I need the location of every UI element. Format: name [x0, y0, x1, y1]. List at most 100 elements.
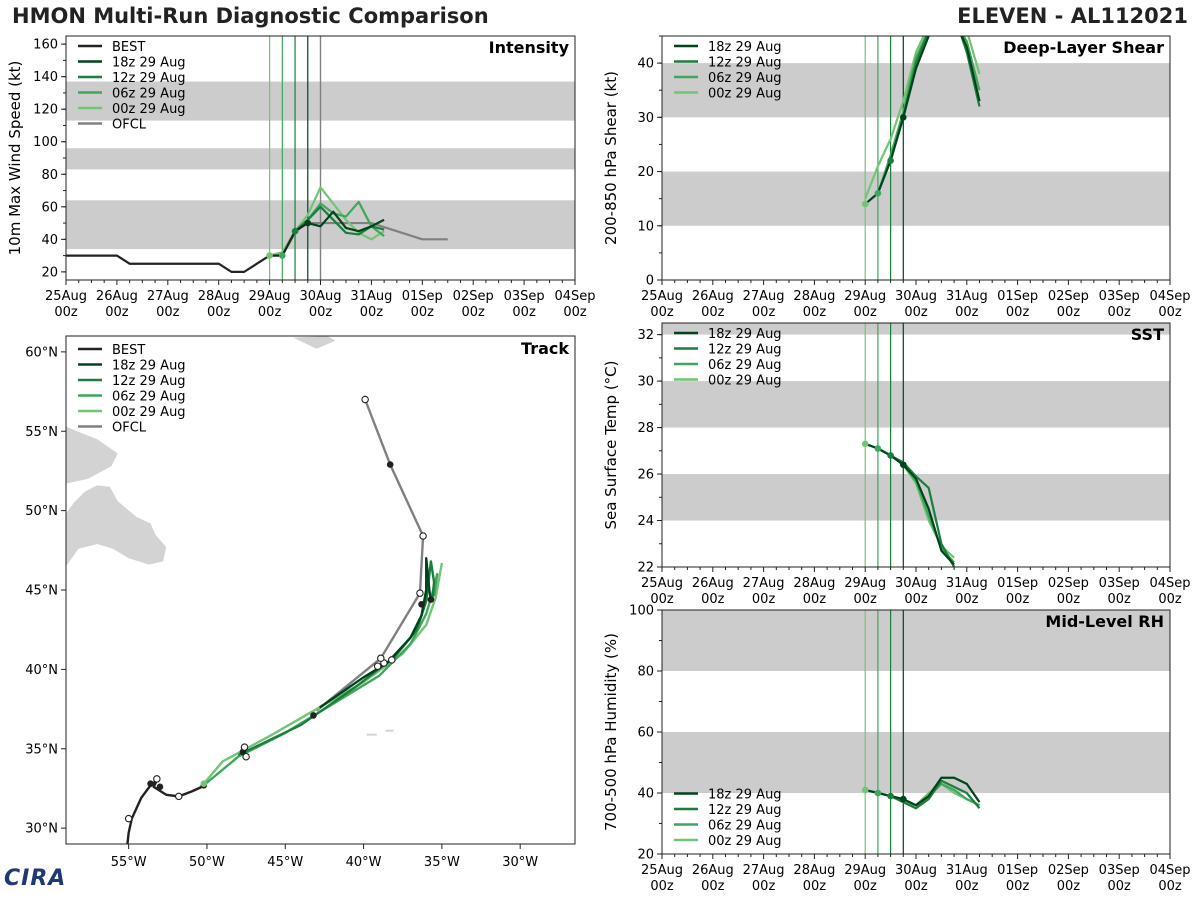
shear-xtick-label: 27Aug [743, 289, 785, 304]
shear-marker-3 [900, 114, 907, 121]
shear-xtick-label: 31Aug [946, 289, 988, 304]
sst-legend-label-06z-29-aug: 06z 29 Aug [708, 358, 782, 373]
shear-xtick-label: 04Sep [1149, 289, 1190, 304]
intensity-xtick-sublabel: 00z [411, 305, 435, 320]
shear-ytick-label: 40 [637, 57, 654, 72]
track-plot-area [66, 336, 444, 844]
sst-xtick-sublabel: 00z [1108, 592, 1132, 607]
panel-intensity: 2040608010012014016025Aug00z26Aug00z27Au… [6, 35, 596, 320]
shear-legend-label-18z-29-aug: 18z 29 Aug [708, 40, 782, 55]
rh-marker-1 [874, 789, 882, 797]
storm-name: ELEVEN - AL112021 [957, 4, 1188, 28]
shear-xtick-label: 30Aug [895, 289, 937, 304]
intensity-xtick-label: 02Sep [453, 289, 494, 304]
sst-marker-1 [874, 445, 882, 452]
track-legend-label-06z-29-aug: 06z 29 Aug [112, 390, 186, 405]
sst-band-2 [662, 323, 1170, 335]
shear-xtick-sublabel: 00z [854, 305, 878, 320]
rh-panel-title: Mid-Level RH [1045, 612, 1164, 631]
track-fix-filled-ofcl [386, 461, 394, 468]
track-fix-open-best [153, 775, 161, 783]
track-xtick-label: 35°W [424, 855, 460, 870]
sst-plot-area [662, 323, 1170, 567]
intensity-xtick-label: 27Aug [147, 289, 189, 304]
track-fix-filled-18z-29-aug [427, 596, 435, 603]
rh-xtick-label: 29Aug [844, 863, 886, 878]
intensity-ytick-label: 160 [33, 38, 58, 53]
rh-xtick-sublabel: 00z [955, 879, 979, 894]
track-fix-open-06z-29-aug [388, 656, 396, 664]
shear-band-0 [662, 171, 1170, 226]
sst-legend-label-18z-29-aug: 18z 29 Aug [708, 327, 782, 342]
track-series-00z-29-aug [202, 562, 444, 785]
shear-xtick-label: 25Aug [641, 289, 683, 304]
rh-legend-label-06z-29-aug: 06z 29 Aug [708, 819, 782, 834]
sst-xtick-label: 26Aug [692, 576, 734, 591]
track-fix-filled-18z-29-aug [310, 712, 317, 719]
rh-xtick-label: 25Aug [641, 863, 683, 878]
sst-xtick-sublabel: 00z [854, 592, 878, 607]
shear-xtick-sublabel: 00z [803, 305, 827, 320]
rh-xtick-label: 28Aug [793, 863, 835, 878]
intensity-xtick-sublabel: 00z [105, 305, 129, 320]
track-fix-filled-best [147, 780, 154, 787]
intensity-xtick-sublabel: 00z [563, 305, 587, 320]
rh-xtick-sublabel: 00z [854, 879, 878, 894]
sst-xtick-sublabel: 00z [1006, 592, 1030, 607]
rh-legend-label-00z-29-aug: 00z 29 Aug [708, 834, 782, 849]
intensity-ytick-label: 140 [33, 70, 58, 85]
rh-xtick-sublabel: 00z [752, 879, 776, 894]
rh-band-0 [662, 732, 1170, 793]
intensity-xtick-sublabel: 00z [156, 305, 180, 320]
sst-ytick-label: 32 [637, 328, 654, 343]
track-xtick-label: 30°W [502, 855, 538, 870]
sst-ytick-label: 26 [637, 468, 654, 483]
shear-panel-title: Deep-Layer Shear [1003, 38, 1164, 57]
shear-xtick-label: 26Aug [692, 289, 734, 304]
sst-xtick-sublabel: 00z [904, 592, 928, 607]
intensity-ytick-label: 120 [33, 103, 58, 118]
sst-panel-title: SST [1131, 325, 1164, 344]
intensity-xtick-label: 03Sep [504, 289, 545, 304]
intensity-xtick-label: 26Aug [96, 289, 138, 304]
sst-series-12z-29-aug [890, 454, 956, 567]
track-ytick-label: 45°N [25, 584, 58, 599]
track-fix-open-ofcl [416, 589, 424, 597]
track-series-12z-29-aug [237, 560, 436, 757]
intensity-marker-2 [291, 227, 299, 235]
shear-xtick-sublabel: 00z [701, 305, 725, 320]
track-legend-label-best: BEST [112, 343, 145, 358]
shear-marker-0 [861, 200, 869, 208]
track-fix-open-12z-29-aug [373, 662, 382, 670]
shear-xtick-sublabel: 00z [752, 305, 776, 320]
intensity-marker-0 [266, 252, 273, 259]
intensity-ytick-label: 100 [33, 135, 58, 150]
shear-marker-2 [887, 157, 894, 165]
intensity-ytick-label: 60 [41, 200, 58, 215]
track-fix-filled-best [156, 783, 164, 791]
rh-xtick-label: 26Aug [692, 863, 734, 878]
land-mass-azores [366, 733, 377, 736]
rh-series-12z-29-aug [890, 779, 981, 810]
sst-xtick-sublabel: 00z [650, 592, 674, 607]
sst-xtick-label: 31Aug [946, 576, 988, 591]
sst-xtick-label: 04Sep [1149, 576, 1190, 591]
intensity-xtick-label: 30Aug [300, 289, 342, 304]
shear-series-00z-29-aug [864, 36, 981, 200]
rh-xtick-label: 01Sep [997, 863, 1038, 878]
sst-xtick-label: 25Aug [641, 576, 683, 591]
intensity-xtick-label: 31Aug [350, 289, 392, 304]
shear-xtick-label: 28Aug [793, 289, 835, 304]
track-ytick-label: 40°N [25, 663, 58, 678]
intensity-xtick-sublabel: 00z [54, 305, 78, 320]
rh-xtick-label: 03Sep [1099, 863, 1140, 878]
sst-xtick-sublabel: 00z [701, 592, 725, 607]
rh-series-18z-29-aug [864, 776, 981, 807]
rh-xtick-sublabel: 00z [1158, 879, 1182, 894]
shear-xtick-sublabel: 00z [904, 305, 928, 320]
shear-xtick-sublabel: 00z [1158, 305, 1182, 320]
shear-xtick-sublabel: 00z [1006, 305, 1030, 320]
track-fix-open-ofcl [419, 532, 427, 540]
intensity-xtick-label: 04Sep [554, 289, 595, 304]
rh-ytick-label: 80 [637, 665, 654, 680]
